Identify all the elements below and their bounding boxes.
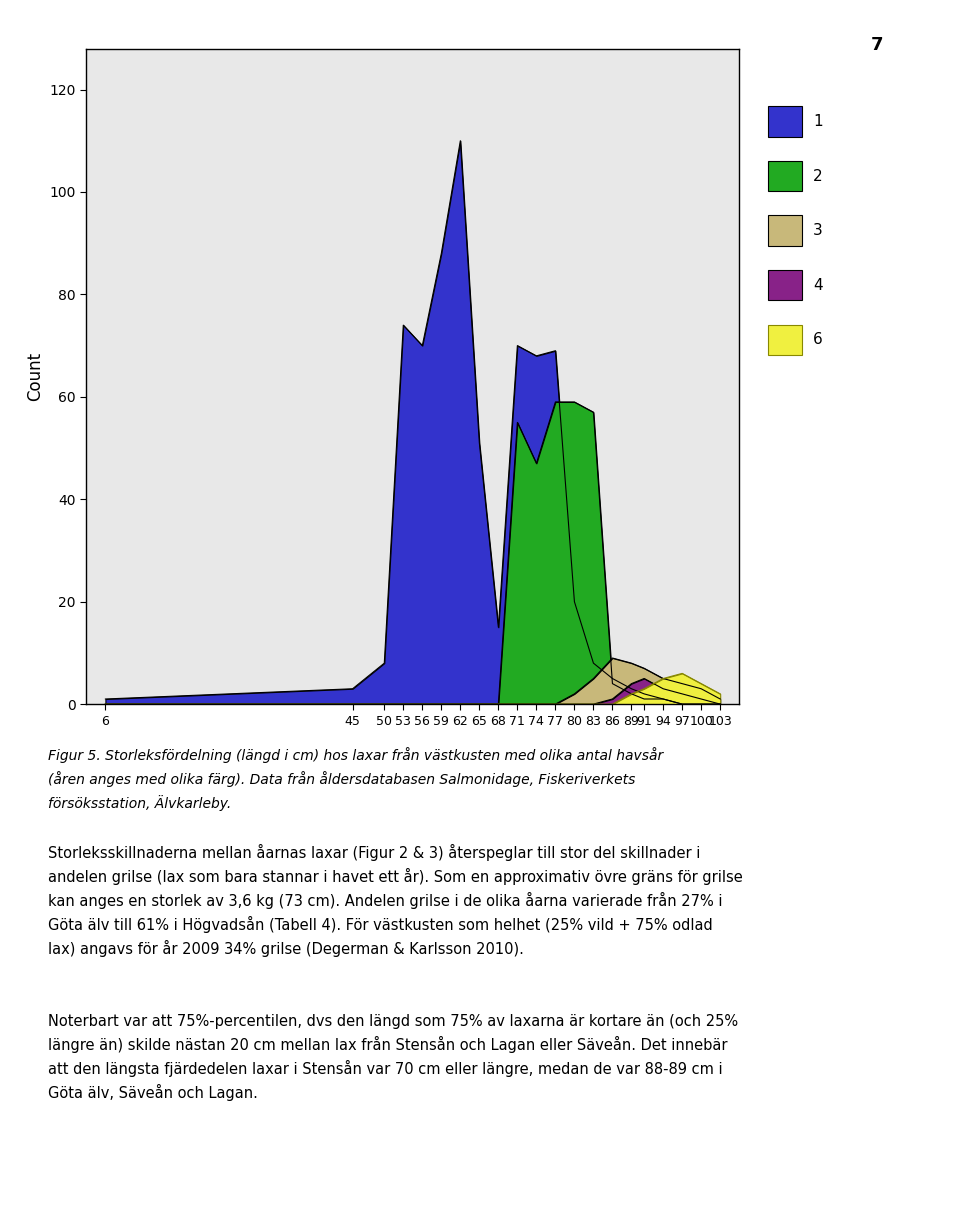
Text: Noterbart var att 75%-percentilen, dvs den längd som 75% av laxarna är kortare ä: Noterbart var att 75%-percentilen, dvs d… <box>48 1014 738 1101</box>
Text: 2: 2 <box>813 169 823 183</box>
Text: Figur 5. Storleksfördelning (längd i cm) hos laxar från västkusten med olika ant: Figur 5. Storleksfördelning (längd i cm)… <box>48 747 663 762</box>
Text: 7: 7 <box>871 36 883 55</box>
Text: 6: 6 <box>813 333 823 347</box>
Y-axis label: Count: Count <box>26 352 44 401</box>
Text: försöksstation, Älvkarleby.: försöksstation, Älvkarleby. <box>48 795 231 811</box>
Text: Storleksskillnaderna mellan åarnas laxar (Figur 2 & 3) återspeglar till stor del: Storleksskillnaderna mellan åarnas laxar… <box>48 844 743 957</box>
Text: 3: 3 <box>813 223 823 238</box>
Text: (åren anges med olika färg). Data från åldersdatabasen Salmonidage, Fiskeriverke: (åren anges med olika färg). Data från å… <box>48 771 636 787</box>
Text: 1: 1 <box>813 114 823 129</box>
Text: 4: 4 <box>813 278 823 293</box>
